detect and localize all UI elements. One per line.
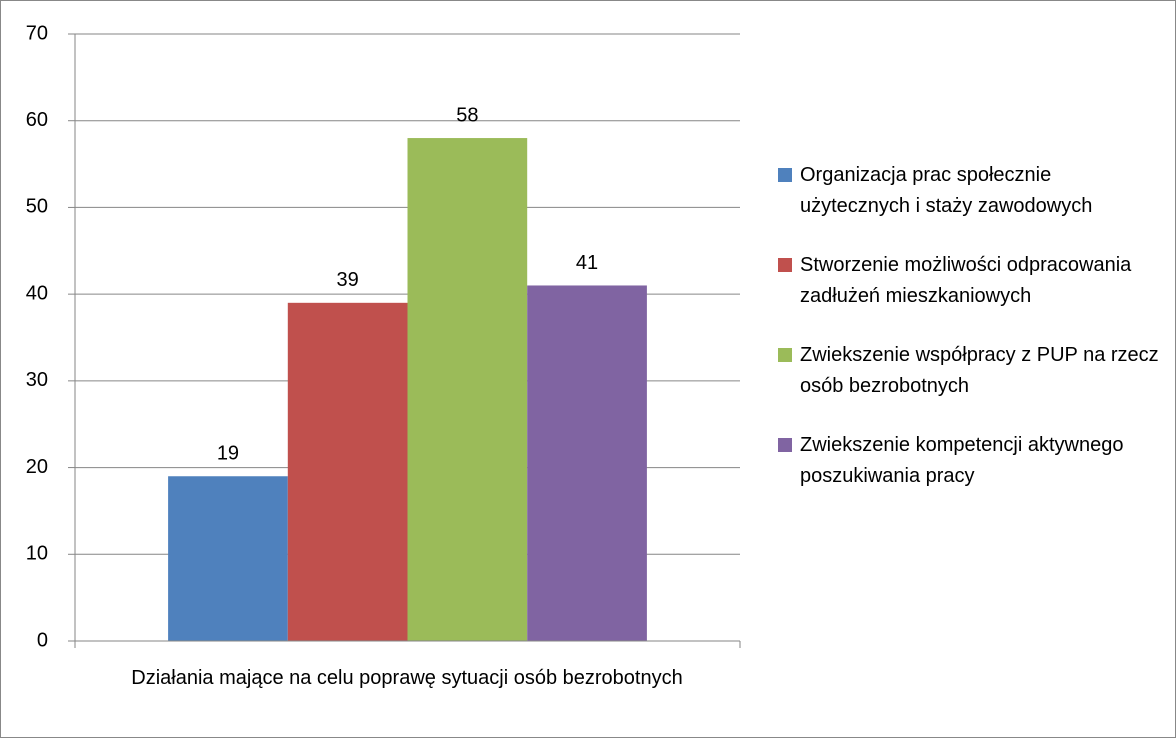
legend-swatch [778,348,792,362]
data-label: 58 [456,104,478,126]
y-tick-label: 40 [26,282,48,304]
legend-label: Stworzenie możliwości odpracowania zadłu… [800,254,1132,307]
bar [168,476,288,641]
legend-swatch [778,258,792,272]
y-tick-label: 30 [26,369,48,391]
bar [287,302,408,641]
legend: Organizacja prac społecznie użytecznych … [778,160,1163,492]
bar [407,138,528,642]
y-tick-label: 20 [26,456,48,478]
legend-item: Organizacja prac społecznie użytecznych … [778,160,1163,222]
legend-swatch [778,168,792,182]
legend-item: Zwiekszenie współpracy z PUP na rzecz os… [778,340,1163,402]
y-tick-label: 50 [26,196,48,218]
legend-item: Zwiekszenie kompetencji aktywnego poszuk… [778,430,1163,492]
legend-label: Zwiekszenie kompetencji aktywnego poszuk… [800,434,1124,487]
data-label: 19 [217,443,239,465]
legend-label: Organizacja prac społecznie użytecznych … [800,164,1093,217]
y-tick-label: 0 [37,629,48,651]
data-label: 39 [337,269,359,291]
data-label: 41 [576,252,598,274]
bar [527,285,647,641]
legend-label: Zwiekszenie współpracy z PUP na rzecz os… [800,344,1159,397]
x-tick-label: Działania mające na celu poprawę sytuacj… [131,667,683,689]
legend-item: Stworzenie możliwości odpracowania zadłu… [778,250,1163,312]
legend-swatch [778,438,792,452]
y-tick-label: 60 [26,109,48,131]
y-tick-label: 70 [26,22,48,44]
y-tick-label: 10 [26,543,48,565]
